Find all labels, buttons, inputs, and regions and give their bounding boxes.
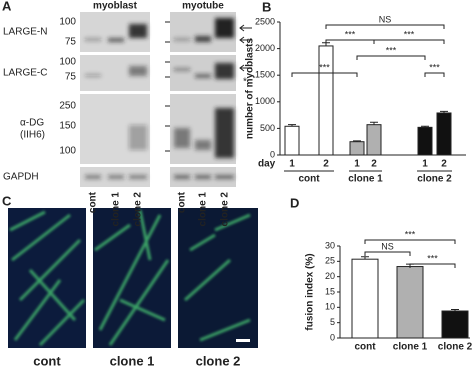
micrographs [8, 208, 258, 348]
y-axis-label: number of myoblasts [245, 38, 256, 140]
significance-bracket [291, 72, 358, 77]
lane-label: cont [88, 191, 99, 213]
significance-bracket [424, 72, 445, 77]
blots [80, 12, 252, 187]
y-tick-label: 25 [325, 256, 335, 266]
significance-label: NS [379, 14, 392, 24]
y-tick-label: 10 [325, 302, 335, 312]
x-tick-label: clone 1 [393, 342, 428, 353]
bar [349, 141, 365, 156]
bar [366, 124, 382, 156]
y-tick-label: 2000 [255, 43, 275, 53]
x-tick-label: 1 [289, 159, 295, 170]
x-tick-label: cont [354, 342, 376, 353]
significance-label: *** [405, 229, 416, 239]
y-axis-label: fusion index (%) [305, 253, 316, 330]
significance-bracket [373, 39, 445, 44]
image-label: clone 1 [110, 353, 155, 368]
row-label: LARGE-N [3, 27, 47, 38]
bar [436, 112, 452, 156]
panel-letter: C [2, 193, 12, 208]
mw-marker: 250 [59, 101, 76, 112]
condition-label: myotube [182, 1, 224, 12]
error-bar [361, 256, 369, 260]
significance-label: *** [319, 62, 330, 72]
mw-marker: 75 [65, 37, 77, 48]
row-label: GAPDH [3, 172, 39, 183]
band-note: * [243, 77, 247, 88]
significance-bracket [364, 251, 411, 256]
panel-letter: A [2, 0, 12, 13]
bar [284, 125, 300, 156]
error-bar [353, 140, 361, 142]
y-tick-label: 2500 [255, 16, 275, 26]
mw-marker: 100 [59, 17, 76, 28]
x-tick-label: 2 [441, 159, 447, 170]
significance-label: *** [345, 29, 356, 39]
significance-label: NS [381, 241, 394, 251]
y-tick-label: 0 [330, 332, 335, 342]
panel-letter: B [262, 0, 271, 14]
lane-label: clone 1 [111, 192, 122, 227]
lane-label: clone 2 [220, 192, 231, 227]
significance-label: *** [404, 29, 415, 39]
significance-label: *** [386, 45, 397, 55]
group-label: cont [298, 174, 320, 185]
group-label: clone 1 [348, 174, 383, 185]
significance-label: *** [427, 253, 438, 263]
image-label: clone 2 [196, 353, 241, 368]
x-tick-label: 1 [422, 159, 428, 170]
y-tick-label: 20 [325, 271, 335, 281]
error-bar [288, 124, 296, 127]
mw-marker: 100 [59, 57, 76, 68]
row-label: (IIH6) [20, 130, 45, 141]
image-label: cont [33, 353, 61, 368]
y-tick-label: 1000 [255, 96, 275, 106]
row-label: α-DG [20, 118, 44, 129]
error-bar [421, 125, 429, 128]
group-label: clone 2 [417, 174, 452, 185]
condition-label: myoblast [93, 1, 138, 12]
x-tick-label: 2 [371, 159, 377, 170]
bar [396, 266, 424, 339]
significance-bracket [325, 39, 375, 44]
mw-marker: 150 [59, 121, 76, 132]
significance-bracket [325, 24, 445, 29]
lane-label: clone 1 [198, 192, 209, 227]
mw-marker: 100 [59, 146, 76, 157]
x-tick-label: clone 2 [438, 342, 473, 353]
mw-marker: 75 [65, 72, 77, 83]
significance-label: *** [429, 62, 440, 72]
error-bar [370, 121, 378, 125]
significance-bracket [356, 55, 426, 60]
significance-bracket [409, 263, 456, 268]
x-tick-label: 2 [323, 159, 329, 170]
y-tick-label: 0 [270, 149, 275, 159]
y-tick-label: 1500 [255, 70, 275, 80]
error-bar [440, 110, 448, 113]
y-tick-label: 5 [330, 317, 335, 327]
bar [417, 126, 433, 156]
significance-bracket [364, 239, 456, 244]
lane-label: cont [177, 191, 188, 213]
error-bar [451, 308, 459, 312]
x-tick-label: 1 [354, 159, 360, 170]
bar [441, 310, 469, 339]
x-axis-label: day [258, 159, 276, 170]
panel-letter: D [290, 195, 299, 210]
y-tick-label: 500 [260, 123, 275, 133]
lane-label: clone 2 [133, 192, 144, 227]
y-tick-label: 30 [325, 240, 335, 250]
bar [351, 258, 379, 339]
row-label: LARGE-C [3, 68, 47, 79]
y-tick-label: 15 [325, 286, 335, 296]
